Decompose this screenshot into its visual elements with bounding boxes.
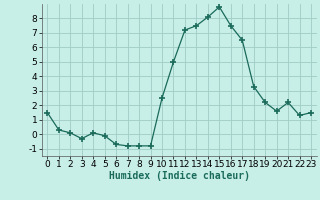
X-axis label: Humidex (Indice chaleur): Humidex (Indice chaleur) [109,171,250,181]
